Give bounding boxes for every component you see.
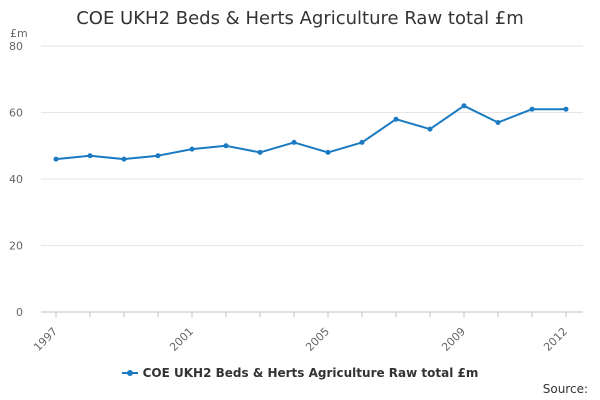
axes: 0 20 40 60 80£m 1997 2001 2005 2009 2012	[9, 27, 583, 354]
data-point	[461, 103, 467, 109]
y-tick-label: 40	[9, 173, 23, 186]
data-point	[189, 146, 195, 152]
x-tick-label: 2005	[303, 325, 332, 354]
chart-title: COE UKH2 Beds & Herts Agriculture Raw to…	[76, 8, 524, 29]
data-point	[257, 149, 263, 155]
data-point	[291, 139, 297, 145]
data-point	[563, 106, 569, 112]
legend-label: COE UKH2 Beds & Herts Agriculture Raw to…	[142, 366, 479, 380]
data-point	[155, 153, 161, 159]
y-axis-unit-label: £m	[10, 27, 28, 40]
source-label: Source:	[542, 382, 588, 396]
data-point	[495, 120, 501, 125]
x-tick-label: 2009	[439, 325, 468, 354]
data-point	[121, 156, 127, 162]
legend[interactable]: COE UKH2 Beds & Herts Agriculture Raw to…	[0, 366, 600, 380]
series-layer	[53, 103, 569, 162]
data-point	[359, 139, 365, 145]
y-tick-label: 80	[9, 40, 23, 53]
data-point	[53, 156, 59, 162]
y-tick-label: 20	[9, 240, 23, 253]
data-point	[325, 149, 331, 155]
data-point	[529, 106, 535, 112]
x-tick-label: 2012	[541, 325, 570, 354]
data-point	[427, 126, 433, 132]
grid-lines	[41, 45, 583, 246]
y-tick-label: 60	[9, 107, 23, 120]
data-point	[87, 153, 93, 159]
y-tick-label: 0	[16, 306, 23, 319]
series-line	[55, 104, 566, 161]
x-tick-label: 2001	[167, 325, 196, 354]
data-point	[223, 143, 229, 149]
data-point	[393, 116, 399, 122]
legend-line-marker-icon	[121, 369, 138, 376]
x-tick-label: 1997	[31, 325, 60, 354]
